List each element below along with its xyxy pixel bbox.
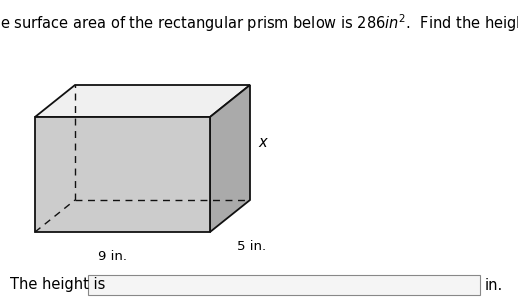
Text: x: x [258,135,267,150]
Polygon shape [210,85,250,232]
Text: in.: in. [485,278,503,292]
Bar [88,275,480,295]
Polygon shape [35,117,210,232]
Text: 9 in.: 9 in. [98,250,127,263]
Text: The height is: The height is [10,278,105,292]
Polygon shape [35,85,250,117]
Text: The surface area of the rectangular prism below is 286$in^2$.  Find the height.: The surface area of the rectangular pris… [0,12,518,34]
Text: 5 in.: 5 in. [237,240,266,253]
